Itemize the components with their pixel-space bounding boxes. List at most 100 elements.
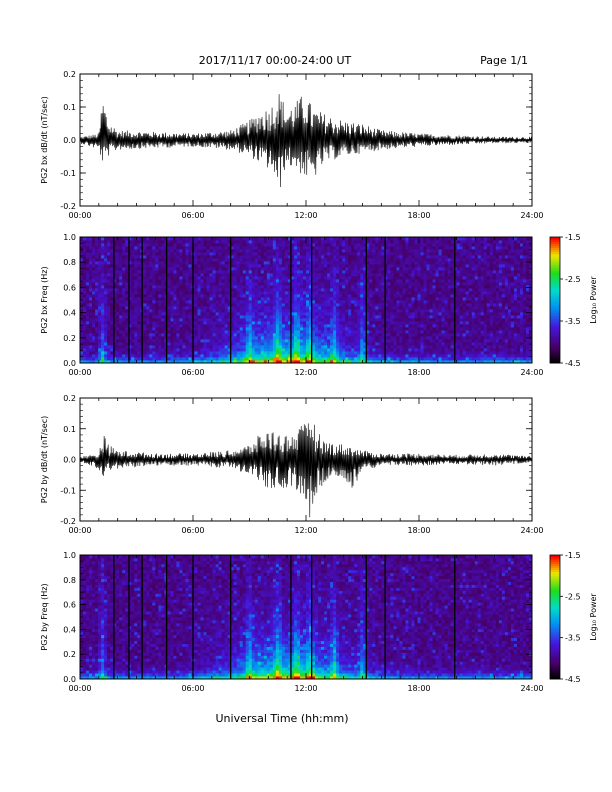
spectrogram-cell <box>215 270 220 274</box>
spectrogram-cell <box>224 354 229 358</box>
spectrogram-cell <box>98 354 102 358</box>
spectrogram-cell <box>122 255 126 259</box>
spectrogram-cell <box>354 333 358 337</box>
spectrogram-cell <box>80 354 84 358</box>
spectrogram-cell <box>357 324 361 328</box>
spectrogram-cell <box>423 300 427 304</box>
spectrogram-cell <box>107 303 111 307</box>
spectrogram-cell <box>107 279 111 283</box>
spectrogram-cell <box>351 270 355 274</box>
spectrogram-cell <box>209 264 213 268</box>
spectrogram-cell <box>345 273 349 277</box>
spectrogram-cell <box>197 249 201 253</box>
spectrogram-cell <box>110 321 114 325</box>
spectrogram-cell <box>206 342 210 346</box>
spectrogram-cell <box>363 297 367 301</box>
spectrogram-cell <box>372 336 376 340</box>
spectrogram-cell <box>369 315 373 319</box>
spectrogram-cell <box>209 255 213 259</box>
spectrogram-cell <box>414 306 418 310</box>
spectrogram-cell <box>116 264 120 268</box>
spectrogram-cell <box>242 297 247 301</box>
spectrogram-cell <box>149 246 153 250</box>
spectrogram-cell <box>372 249 376 253</box>
spectrogram-cell <box>375 321 379 325</box>
y-tick-label: -0.1 <box>60 169 76 178</box>
spectrogram-cell <box>278 348 283 352</box>
spectrogram-cell <box>185 324 189 328</box>
spectrogram-cell <box>342 318 346 322</box>
spectrogram-cell <box>224 297 229 301</box>
spectrogram-cell <box>83 348 87 352</box>
spectrogram-cell <box>275 321 280 325</box>
spectrogram-cell <box>399 315 403 319</box>
spectrogram-cell <box>339 243 343 247</box>
spectrogram-cell <box>146 267 150 271</box>
spectrogram-cell <box>348 252 352 256</box>
spectrogram-cell <box>113 282 117 286</box>
spectrogram-cell <box>312 330 316 334</box>
spectrogram-cell <box>399 294 403 298</box>
spectrogram-cell <box>200 249 204 253</box>
spectrogram-cell <box>242 252 247 256</box>
spectrogram-cell <box>396 294 400 298</box>
spectrogram-cell <box>170 243 174 247</box>
spectrogram-cell <box>251 267 256 271</box>
spectrogram-cell <box>293 279 298 283</box>
spectrogram-cell <box>266 300 271 304</box>
spectrogram-cell <box>293 339 298 343</box>
spectrogram-cell <box>227 348 232 352</box>
spectrogram-cell <box>245 285 250 289</box>
spectrogram-cell <box>101 288 105 292</box>
spectrogram-cell <box>399 306 403 310</box>
spectrogram-cell <box>143 303 147 307</box>
spectrogram-cell <box>339 294 343 298</box>
spectrogram-cell <box>233 297 238 301</box>
spectrogram-cell <box>324 318 328 322</box>
spectrogram-cell <box>92 264 96 268</box>
spectrogram-cell <box>158 276 162 280</box>
spectrogram-cell <box>321 351 325 355</box>
spectrogram-cell <box>345 309 349 313</box>
spectrogram-cell <box>366 267 370 271</box>
spectrogram-cell <box>173 318 177 322</box>
spectrogram-cell <box>176 273 180 277</box>
spectrogram-cell <box>134 279 138 283</box>
spectrogram-cell <box>312 240 316 244</box>
spectrogram-cell <box>324 291 328 295</box>
spectrogram-cell <box>215 345 220 349</box>
spectrogram-cell <box>110 264 114 268</box>
spectrogram-cell <box>137 270 141 274</box>
spectrogram-cell <box>197 240 201 244</box>
spectrogram-cell <box>417 294 421 298</box>
spectrogram-cell <box>399 288 403 292</box>
spectrogram-cell <box>372 285 376 289</box>
spectrogram-cell <box>209 240 213 244</box>
spectrogram-cell <box>390 237 394 241</box>
spectrogram-cell <box>330 267 334 271</box>
spectrogram-cell <box>122 312 126 316</box>
spectrogram-cell <box>107 237 111 241</box>
spectrogram-cell <box>281 348 286 352</box>
spectrogram-cell <box>110 336 114 340</box>
spectrogram-cell <box>327 339 331 343</box>
spectrogram-cell <box>369 321 373 325</box>
spectrogram-cell <box>296 333 301 337</box>
spectrogram-cell <box>399 282 403 286</box>
spectrogram-cell <box>366 315 370 319</box>
spectrogram-cell <box>173 357 177 361</box>
spectrogram-cell <box>107 327 111 331</box>
spectrogram-cell <box>284 255 289 259</box>
spectrogram-cell <box>260 237 265 241</box>
spectrogram-cell <box>293 243 298 247</box>
spectrogram-cell <box>357 315 361 319</box>
spectrogram-cell <box>372 264 376 268</box>
spectrogram-cell <box>372 288 376 292</box>
spectrogram-cell <box>251 276 256 280</box>
spectrogram-cell <box>221 333 226 337</box>
spectrogram-cell <box>125 243 129 247</box>
spectrogram-cell <box>399 354 403 358</box>
spectrogram-cell <box>89 264 93 268</box>
spectrogram-cell <box>122 309 126 313</box>
spectrogram-cell <box>131 270 135 274</box>
